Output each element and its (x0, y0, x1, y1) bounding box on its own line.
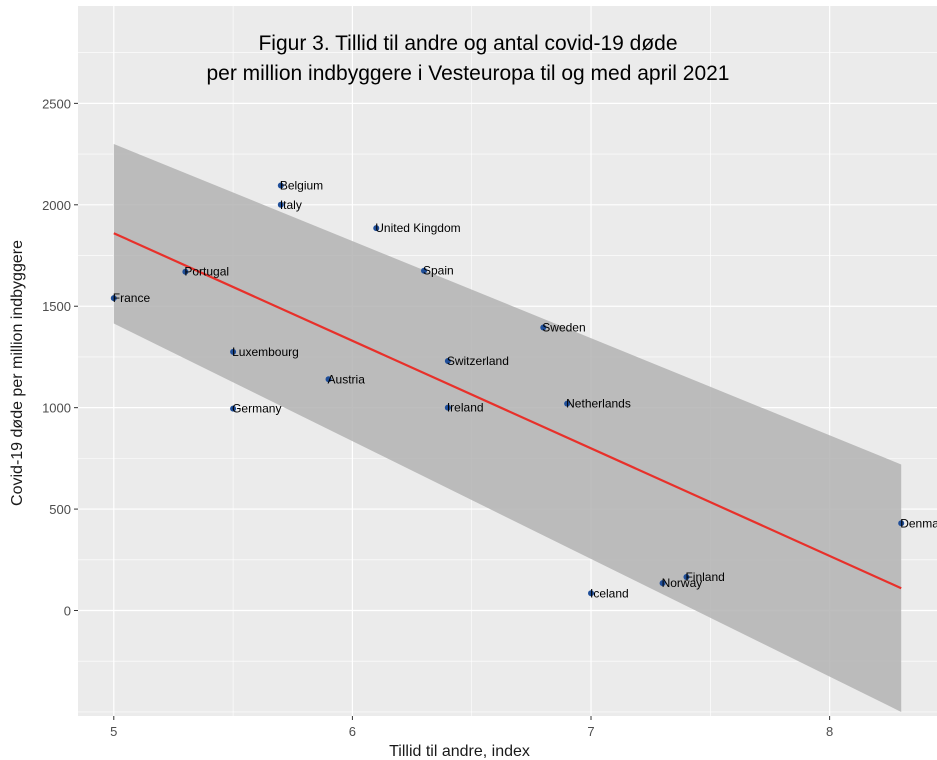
data-point (683, 574, 690, 581)
data-point (277, 182, 284, 189)
point-label: Switzerland (447, 354, 509, 368)
x-tick-label: 5 (110, 724, 117, 739)
point-labels: France Portugal Luxembourg Germany Belgium It… (113, 179, 937, 601)
x-tick-label: 7 (587, 724, 594, 739)
trend-line (113, 232, 902, 590)
data-point (588, 590, 595, 597)
point-label: United Kingdom (375, 221, 460, 235)
y-tick-label: 1000 (42, 401, 71, 416)
data-point (230, 348, 237, 355)
data-point (277, 201, 284, 208)
confidence-band (113, 143, 902, 712)
point-label: Finland (685, 570, 724, 584)
point-label: Germany (232, 402, 281, 416)
data-point (564, 400, 571, 407)
x-tick-label: 6 (349, 724, 356, 739)
y-axis-ticks: 0 500 1000 1500 2000 2500 (42, 96, 78, 619)
point-label: Belgium (280, 179, 323, 193)
point-label: Luxembourg (232, 345, 299, 359)
y-axis-title: Covid-19 døde per million indbyggere (9, 240, 26, 506)
point-label: Netherlands (566, 397, 631, 411)
y-tick-label: 0 (64, 604, 71, 619)
data-point (110, 295, 117, 302)
data-point (182, 268, 189, 275)
point-label: Denmark (900, 516, 937, 530)
data-point (420, 267, 427, 274)
point-label: France (113, 291, 151, 305)
point-label: Italy (280, 198, 302, 212)
data-point (325, 376, 332, 383)
chart-title-line-1: Figur 3. Tillid til andre og antal covid… (258, 32, 677, 55)
x-axis-ticks: 5 6 7 8 (110, 716, 833, 739)
chart-title-line-2: per million indbyggere i Vesteuropa til … (207, 62, 730, 85)
point-label: Austria (328, 372, 366, 386)
data-point (230, 405, 237, 412)
point-label: Iceland (590, 586, 629, 600)
point-label: Ireland (447, 401, 484, 415)
data-point (659, 580, 666, 587)
point-label: Sweden (542, 321, 585, 335)
point-label: Norway (662, 576, 703, 590)
data-point (444, 358, 451, 364)
data-point (444, 404, 451, 411)
data-point (540, 324, 547, 331)
y-tick-label: 2000 (42, 198, 71, 213)
point-label: Spain (423, 264, 454, 278)
x-axis-title: Tillid til andre, index (389, 743, 530, 760)
data-point (898, 520, 905, 527)
y-tick-label: 2500 (42, 96, 71, 111)
x-tick-label: 8 (826, 724, 833, 739)
y-tick-label: 500 (49, 502, 71, 517)
y-tick-label: 1500 (42, 299, 71, 314)
data-point (373, 225, 380, 232)
data-points (110, 182, 905, 597)
point-label: Portugal (184, 265, 229, 279)
